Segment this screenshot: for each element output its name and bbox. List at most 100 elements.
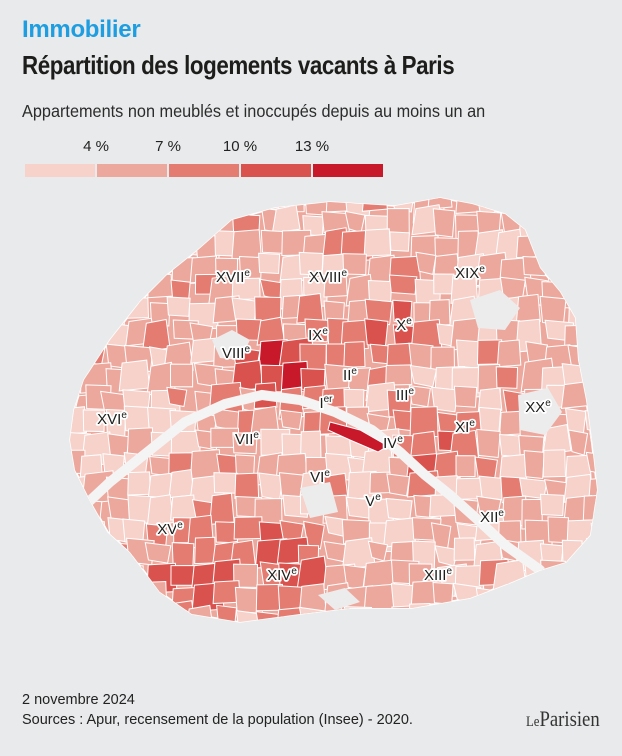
- paris-map: Ier IIe IIIe IVe Ve VIe VIIe VIIIe IXe Xe XIe XIIe X…: [69, 197, 598, 623]
- block: [478, 604, 505, 622]
- arrondissement-label: XXe: [525, 398, 551, 416]
- block: [540, 234, 574, 260]
- block: [148, 604, 178, 622]
- block: [78, 562, 104, 586]
- arrondissement-label: VIIe: [235, 430, 259, 448]
- block: [231, 229, 262, 260]
- block: [521, 580, 549, 613]
- arrondissement-label: XIVe: [267, 566, 297, 584]
- legend-bar-4: [241, 164, 311, 177]
- block: [70, 258, 87, 286]
- block: [560, 381, 590, 409]
- block: [544, 605, 569, 622]
- block: [169, 208, 196, 235]
- block: [70, 229, 92, 259]
- legend-bar-3: [169, 164, 239, 177]
- block: [78, 541, 103, 572]
- block: [126, 198, 157, 218]
- logo-name: Parisien: [539, 706, 600, 731]
- block: [82, 409, 105, 433]
- block: [342, 253, 367, 276]
- block: [125, 253, 159, 286]
- block: [432, 581, 454, 605]
- block: [70, 275, 79, 300]
- block: [343, 341, 366, 368]
- block: [80, 345, 106, 366]
- park-buttes-chaumont: [470, 290, 520, 330]
- park-pere-lachaise: [518, 388, 562, 435]
- block: [209, 492, 235, 526]
- block: [105, 254, 134, 276]
- block: [82, 256, 114, 290]
- subtitle: Appartements non meublés et inoccupés de…: [22, 101, 486, 121]
- block: [166, 386, 188, 408]
- block: [542, 214, 570, 242]
- arrondissement-label: VIIIe: [222, 344, 251, 362]
- arrondissement-label: XIXe: [455, 264, 485, 282]
- block: [542, 423, 572, 456]
- block: [385, 364, 413, 386]
- block: [80, 198, 108, 217]
- arrondissement-label: XVIIe: [216, 268, 250, 286]
- block: [84, 318, 106, 342]
- block: [235, 610, 260, 622]
- block: [78, 603, 103, 622]
- block: [258, 472, 284, 501]
- block: [582, 494, 597, 521]
- block: [70, 299, 86, 321]
- sources: Sources : Apur, recensement de la popula…: [22, 712, 413, 728]
- legend-bar-2: [97, 164, 167, 177]
- block: [170, 494, 197, 521]
- block: [389, 231, 410, 252]
- block: [343, 606, 373, 622]
- block: [432, 208, 456, 238]
- block: [475, 587, 501, 616]
- block: [147, 231, 177, 261]
- block: [565, 603, 594, 622]
- block: [542, 449, 566, 478]
- block: [436, 606, 458, 622]
- block: [563, 253, 588, 278]
- block: [361, 198, 388, 212]
- block: [495, 366, 519, 389]
- block: [515, 293, 541, 325]
- block: [587, 390, 597, 413]
- block: [385, 497, 413, 521]
- block: [70, 604, 86, 622]
- block: [81, 277, 106, 305]
- block: [298, 606, 327, 622]
- arrondissement-label: XIIIe: [424, 566, 453, 584]
- block: [166, 198, 199, 214]
- block: [232, 432, 258, 455]
- block: [496, 586, 526, 614]
- block: [323, 540, 348, 563]
- block: [144, 209, 178, 244]
- block: [588, 213, 597, 238]
- block: [455, 455, 476, 477]
- arrondissement-label: Ier: [319, 394, 333, 412]
- block: [103, 280, 134, 307]
- arrondissement-label: Ve: [365, 492, 381, 510]
- block: [589, 198, 597, 223]
- block: [390, 605, 414, 622]
- block: [321, 608, 351, 622]
- block: [585, 451, 597, 476]
- block: [70, 561, 80, 594]
- block: [79, 499, 103, 522]
- arrondissement-label: XIe: [455, 418, 475, 436]
- block: [143, 581, 168, 606]
- block: [590, 522, 597, 553]
- block: [141, 318, 171, 353]
- block: [568, 274, 594, 300]
- block: [536, 198, 571, 223]
- block: [589, 257, 597, 282]
- block: [70, 542, 87, 570]
- block: [540, 493, 565, 517]
- block: [104, 560, 125, 587]
- block: [561, 539, 583, 564]
- block: [587, 299, 597, 326]
- block: [586, 604, 597, 622]
- block: [304, 318, 330, 343]
- block: [566, 232, 588, 255]
- block: [190, 198, 221, 214]
